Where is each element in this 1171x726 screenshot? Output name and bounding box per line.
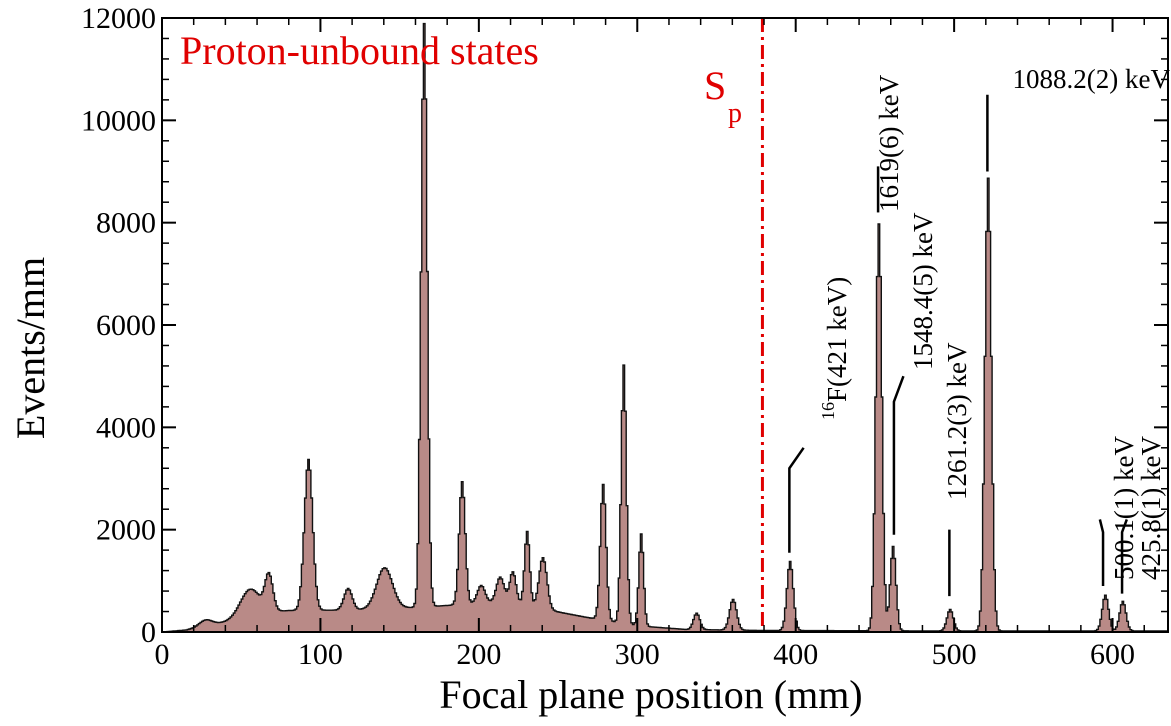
y-axis-ticks: 0 2000 4000 6000 8000 10000 12000 [81,2,1168,649]
peak-annotation-label: 425.8(1) keV [1136,436,1166,580]
spectrum-outline [162,22,1168,633]
annotation-text: F(421 keV) [822,277,852,402]
x-tick-label: 200 [456,638,501,671]
x-tick-label: 300 [615,638,660,671]
y-tick-label: 4000 [96,411,156,444]
x-tick-label: 500 [932,638,977,671]
y-tick-label: 0 [141,616,156,649]
plot-area [162,18,1168,633]
x-tick-label: 400 [773,638,818,671]
region-label: Proton-unbound states [180,28,539,73]
sp-label-sub: p [728,98,742,129]
y-tick-label: 6000 [96,309,156,342]
annotation-leader-line [788,447,805,553]
y-tick-label: 12000 [81,2,156,35]
peak-annotation-label: 1088.2(2) keV [1013,64,1171,94]
x-axis-title: Focal plane position (mm) [439,672,862,717]
peak-annotation-label: 1619(6) keV [874,74,904,212]
sp-label: S p [704,63,742,129]
y-tick-label: 2000 [96,514,156,547]
annotation-leader-line [1098,519,1105,586]
peak-annotation-label: 1548.4(5) keV [908,212,938,370]
spectrum-fill [162,23,1168,633]
x-tick-label: 600 [1090,638,1135,671]
x-tick-label: 0 [155,638,170,671]
x-tick-label: 100 [298,638,343,671]
mass-number-superscript: 16 [818,402,838,420]
y-axis-title: Events/mm [8,257,53,439]
annotation-lines [788,94,1128,597]
peak-annotation-label: 500.1(1) keV [1109,436,1139,580]
peak-annotation-label: 16F(421 keV) [818,277,852,420]
x-axis-ticks: 0 100 200 300 400 500 600 [155,18,1145,671]
annotation-leader-line [1120,518,1128,594]
y-tick-label: 10000 [81,104,156,137]
sp-label-main: S [704,63,726,108]
annotation-leader-line [892,375,905,535]
peak-annotation-label: 1261.2(3) keV [942,342,972,500]
y-tick-label: 8000 [96,207,156,240]
